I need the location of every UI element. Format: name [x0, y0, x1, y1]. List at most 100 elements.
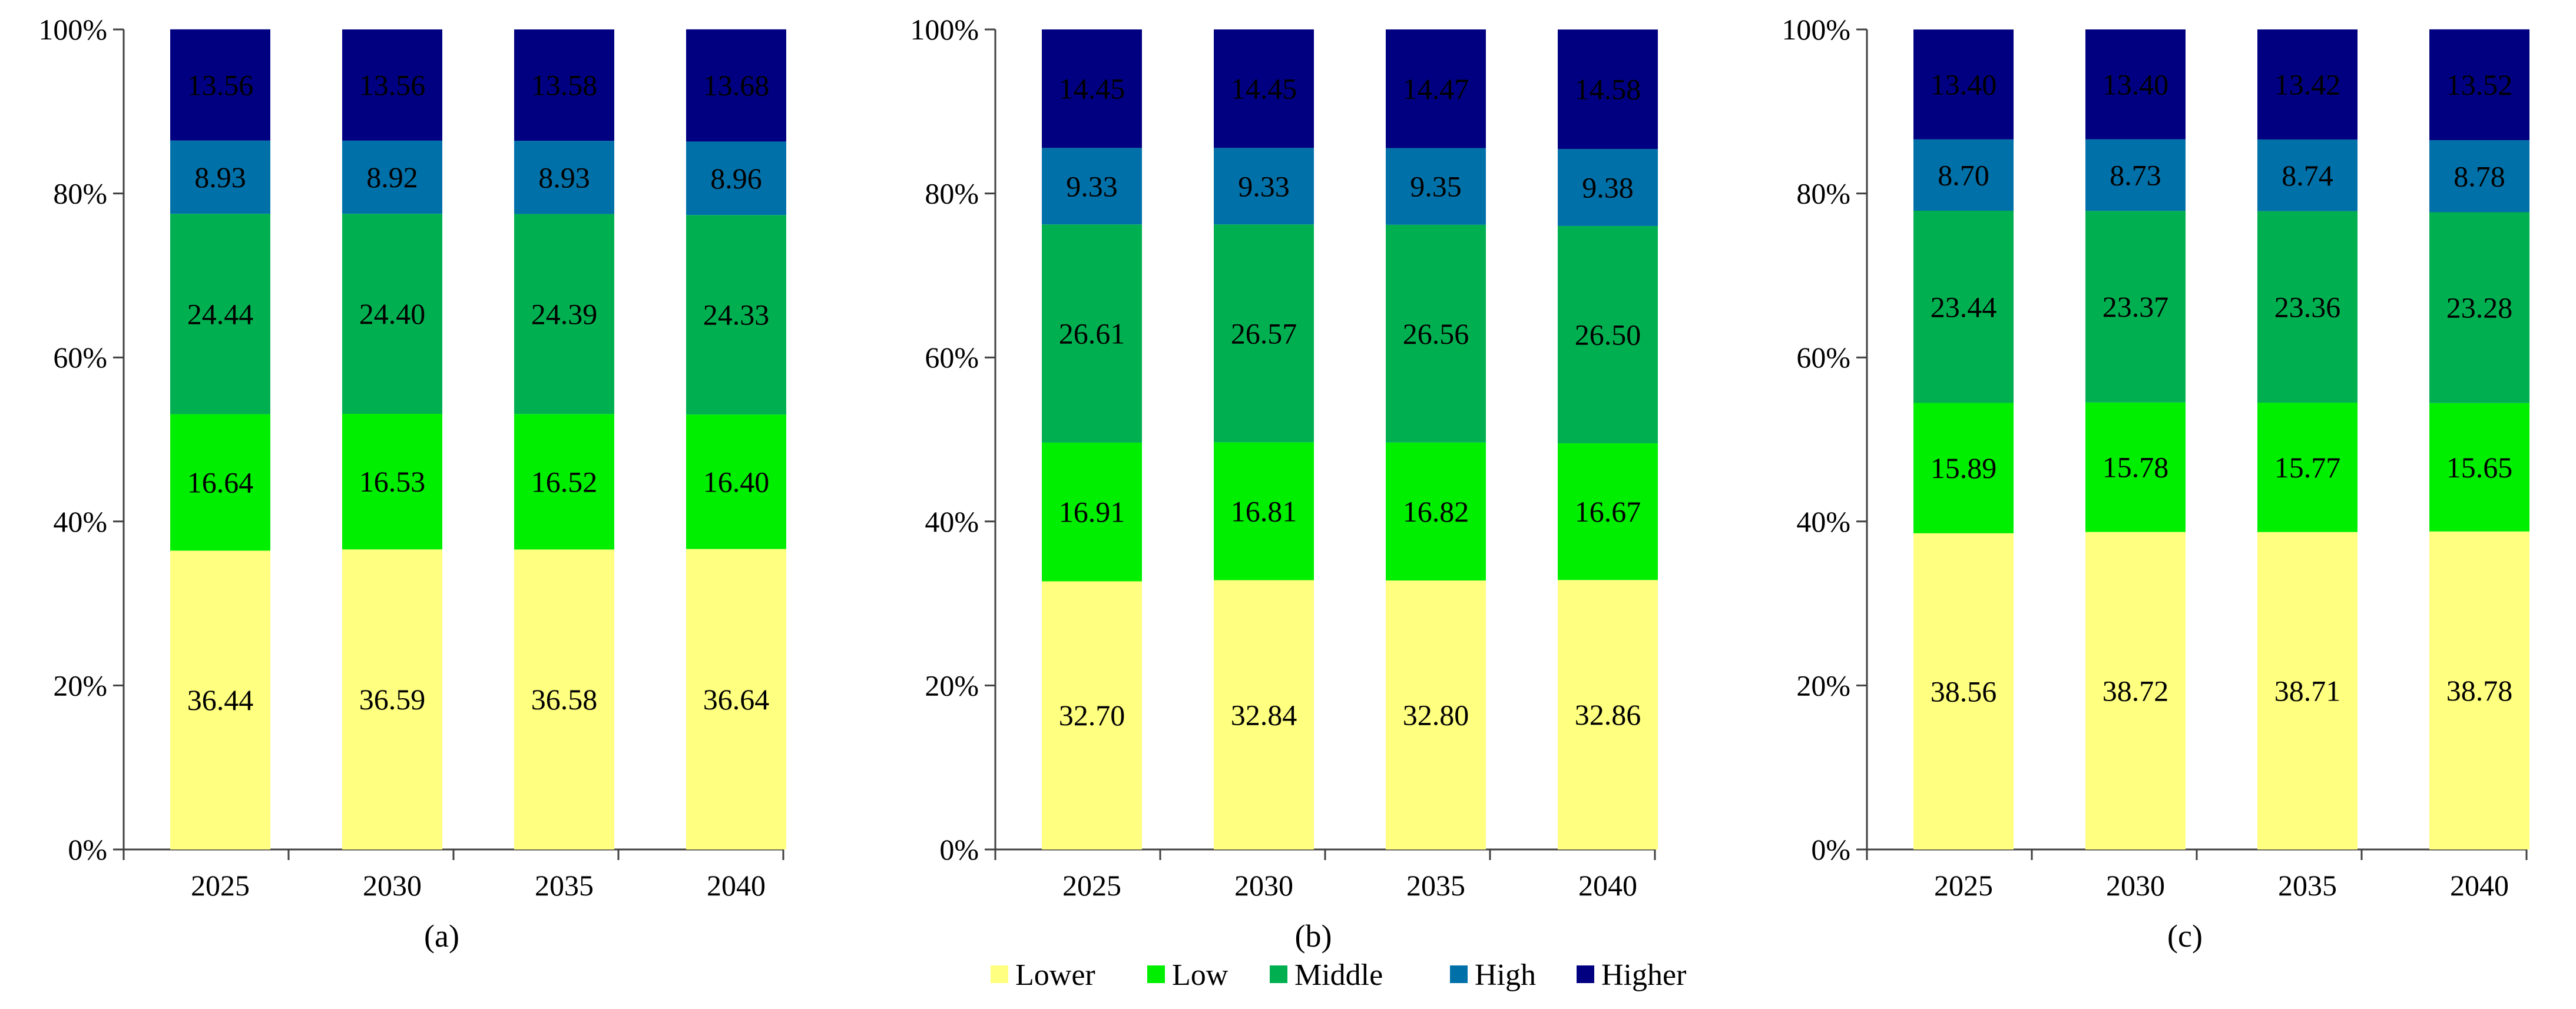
- data-label: 13.56: [187, 68, 254, 101]
- data-label: 23.37: [2102, 290, 2169, 323]
- data-label: 36.58: [531, 683, 598, 716]
- data-label: 38.71: [2274, 674, 2341, 707]
- bar-segment-low: [342, 414, 442, 550]
- data-label: 36.44: [187, 683, 254, 716]
- bar-segment-high: [1386, 148, 1486, 225]
- data-label: 16.64: [187, 466, 254, 499]
- bar-segment-low: [170, 414, 270, 551]
- y-tick-label: 60%: [1796, 341, 1850, 374]
- data-label: 15.78: [2102, 451, 2169, 484]
- data-label: 13.68: [703, 69, 770, 102]
- panel-caption: (c): [2167, 918, 2203, 954]
- data-label: 14.47: [1403, 72, 1469, 105]
- bar-segment-low: [1214, 442, 1314, 580]
- x-tick-label: 2025: [191, 869, 250, 902]
- data-label: 14.58: [1575, 73, 1641, 106]
- bar-segment-high: [2429, 140, 2529, 213]
- x-tick-label: 2030: [363, 869, 422, 902]
- x-tick-label: 2030: [1234, 869, 1293, 902]
- y-tick-label: 80%: [925, 177, 979, 210]
- x-tick-label: 2025: [1062, 869, 1121, 902]
- bar-segment-higher: [686, 29, 786, 142]
- y-tick-label: 100%: [38, 13, 107, 46]
- data-label: 32.84: [1231, 698, 1297, 731]
- x-tick-label: 2035: [2278, 869, 2337, 902]
- bar-segment-middle: [170, 214, 270, 414]
- y-tick-label: 100%: [1782, 13, 1850, 46]
- bar-segment-low: [2429, 403, 2529, 532]
- bar-segment-low: [1042, 442, 1142, 582]
- bar-segment-high: [514, 141, 614, 214]
- bar-segment-higher: [514, 29, 614, 141]
- bar-segment-high: [686, 141, 786, 215]
- data-label: 16.40: [703, 465, 770, 498]
- bar-segment-higher: [170, 29, 270, 141]
- data-label: 15.89: [1931, 452, 1997, 484]
- bar-segment-high: [1214, 148, 1314, 225]
- bar-segment-middle: [1214, 224, 1314, 443]
- bar-segment-middle: [1042, 224, 1142, 443]
- data-label: 13.52: [2446, 68, 2513, 101]
- bar-segment-middle: [686, 215, 786, 415]
- bar-segment-higher: [1386, 29, 1486, 148]
- bar-segment-higher: [1558, 29, 1658, 150]
- data-label: 8.96: [710, 162, 762, 195]
- y-tick-label: 40%: [925, 505, 979, 538]
- bar-segment-higher: [2257, 29, 2358, 140]
- data-label: 14.45: [1231, 72, 1297, 105]
- data-label: 38.56: [1931, 675, 1997, 708]
- bar-segment-high: [2085, 139, 2186, 211]
- bar-segment-middle: [1558, 225, 1658, 444]
- bar-segment-lower: [1558, 580, 1658, 849]
- bar-segment-higher: [1042, 29, 1142, 148]
- bar-segment-middle: [1386, 224, 1486, 443]
- bar-segment-low: [2257, 403, 2358, 532]
- data-label: 9.33: [1066, 170, 1118, 203]
- y-tick-label: 0%: [939, 833, 979, 866]
- data-label: 14.45: [1059, 72, 1125, 105]
- data-label: 23.44: [1931, 290, 1997, 323]
- data-label: 13.56: [359, 68, 426, 101]
- bar-segment-higher: [2085, 29, 2186, 140]
- bar-segment-high: [1558, 149, 1658, 226]
- y-tick-label: 0%: [1811, 833, 1850, 866]
- bar-segment-low: [514, 414, 614, 550]
- bar-segment-lower: [1214, 580, 1314, 849]
- data-label: 38.78: [2446, 674, 2513, 707]
- legend-label-middle: Middle: [1294, 958, 1383, 992]
- y-tick-label: 20%: [53, 669, 107, 702]
- bar-segment-higher: [2429, 29, 2529, 141]
- legend-swatch-middle: [1270, 965, 1287, 983]
- legend-label-lower: Lower: [1015, 958, 1095, 992]
- legend-swatch-high: [1450, 965, 1468, 983]
- data-label: 23.28: [2446, 291, 2513, 324]
- bar-segment-lower: [686, 549, 786, 849]
- y-tick-label: 60%: [53, 341, 107, 374]
- bar-segment-lower: [1913, 533, 2014, 849]
- y-tick-label: 100%: [910, 13, 979, 46]
- legend-label-higher: Higher: [1601, 958, 1686, 992]
- data-label: 8.73: [2110, 158, 2161, 191]
- data-label: 24.44: [187, 297, 254, 330]
- bar-segment-higher: [342, 29, 442, 141]
- data-label: 8.78: [2454, 160, 2505, 192]
- x-tick-label: 2030: [2106, 869, 2165, 902]
- bar-segment-higher: [1214, 29, 1314, 148]
- x-tick-label: 2040: [1578, 869, 1637, 902]
- bar-segment-high: [342, 140, 442, 214]
- legend-swatch-low: [1147, 965, 1165, 983]
- y-tick-label: 40%: [53, 505, 107, 538]
- y-tick-label: 40%: [1796, 505, 1850, 538]
- data-label: 13.40: [1931, 68, 1997, 101]
- data-label: 9.33: [1238, 170, 1290, 203]
- bar-segment-lower: [170, 550, 270, 849]
- bar-segment-high: [170, 140, 270, 214]
- data-label: 26.50: [1575, 318, 1641, 351]
- legend-label-low: Low: [1172, 958, 1229, 992]
- y-tick-label: 0%: [68, 833, 107, 866]
- data-label: 9.38: [1582, 171, 1634, 204]
- legend-swatch-higher: [1577, 965, 1594, 983]
- x-tick-label: 2040: [2450, 869, 2509, 902]
- y-tick-label: 20%: [925, 669, 979, 702]
